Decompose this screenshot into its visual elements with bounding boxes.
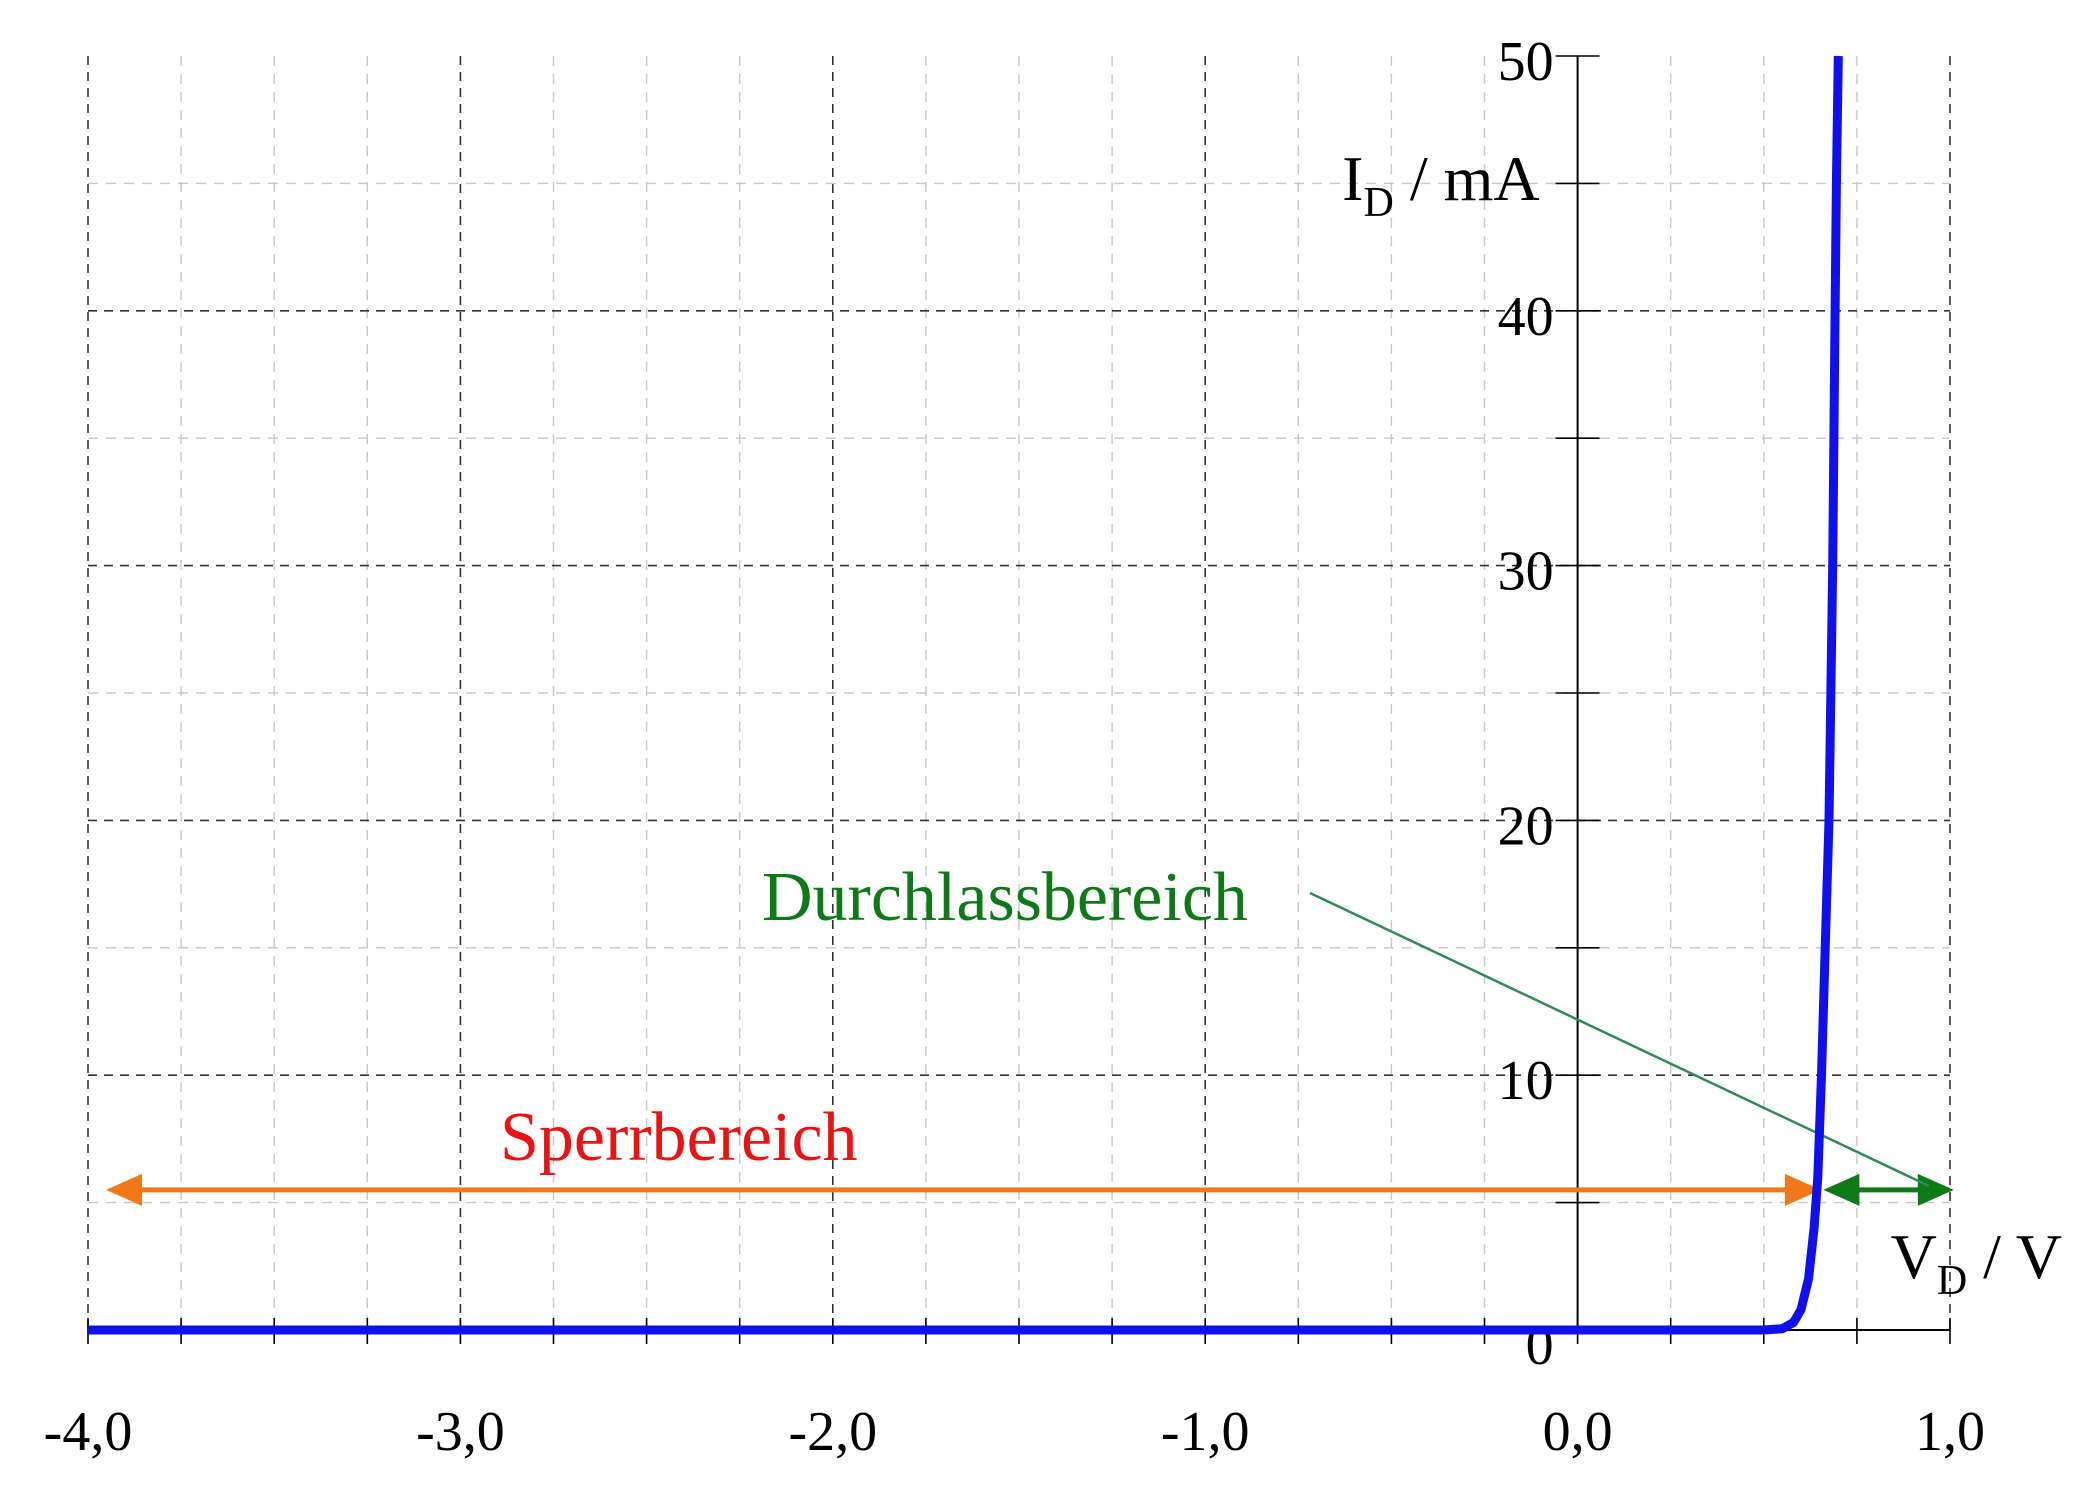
x-tick-label: -2,0: [788, 1401, 877, 1463]
y-tick-label: 20: [1498, 795, 1554, 857]
y-tick-label: 30: [1498, 541, 1554, 603]
durchlassbereich-leader-line: [1309, 891, 1930, 1187]
x-tick-label: 1,0: [1915, 1401, 1985, 1463]
durchlassbereich-arrow-head-right: [1917, 1173, 1954, 1206]
sperrbereich-arrow-head-left: [106, 1173, 142, 1206]
sperrbereich-arrow-head-right: [1784, 1173, 1821, 1206]
sperrbereich-label: Sperrbereich: [500, 1099, 858, 1176]
diode-iv-curve: [88, 55, 1843, 1335]
x-tick-label: -4,0: [44, 1401, 133, 1463]
x-tick-label: 0,0: [1543, 1401, 1613, 1463]
y-tick-label: 40: [1498, 286, 1554, 348]
durchlassbereich-arrow-head-left: [1823, 1173, 1860, 1206]
x-tick-label: -1,0: [1161, 1401, 1250, 1463]
y-axis-title: ID / mA: [1342, 143, 1539, 226]
y-tick-label: 50: [1498, 31, 1554, 93]
x-tick-label: -3,0: [416, 1401, 505, 1463]
y-tick-label: 0: [1526, 1315, 1554, 1377]
y-tick-label: 10: [1498, 1050, 1554, 1112]
x-axis-title: VD / V: [1891, 1221, 2062, 1304]
durchlassbereich-label: Durchlassbereich: [762, 859, 1248, 936]
